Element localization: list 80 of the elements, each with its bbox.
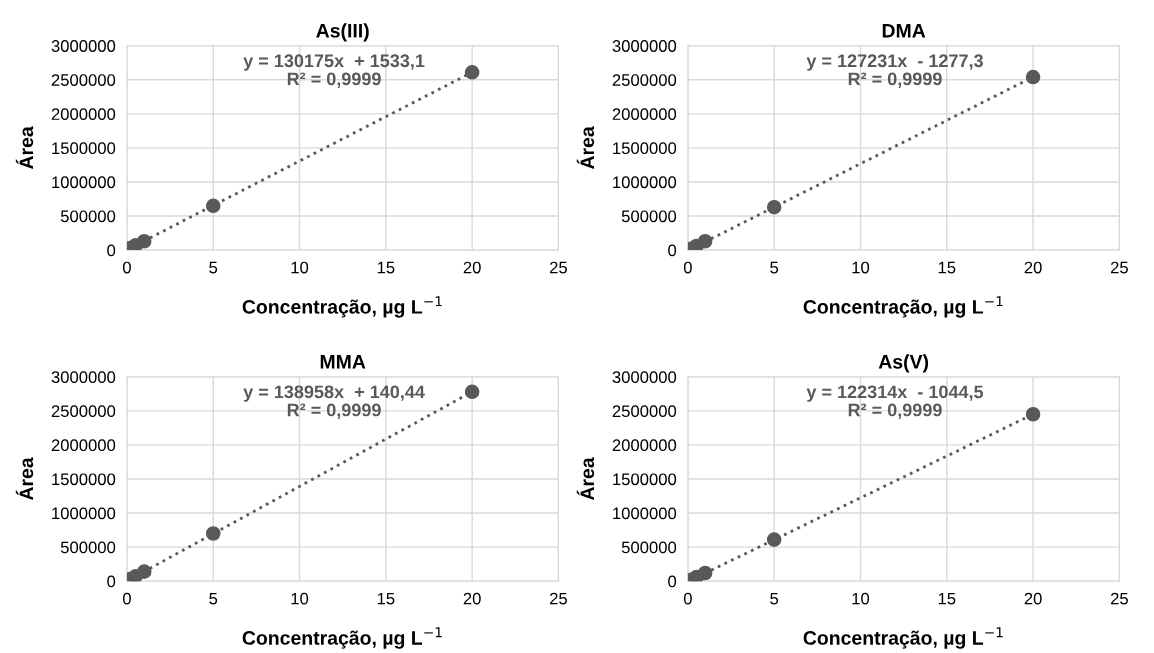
y-tick-label: 2000000 [612,108,677,121]
y-tick-label: 500000 [621,210,677,223]
annotation: y = 127231x - 1277,3 R² = 0,9999 [806,54,983,88]
point [464,64,480,80]
y-tick-label: 2500000 [51,405,116,418]
y-tick-label: 1000000 [52,176,116,189]
x-tick-label: 15 [377,261,395,274]
x-tick-label: 0 [683,261,692,274]
chart-title: As(III) [316,23,369,42]
x-tick-label: 15 [377,592,395,605]
chart-title: DMA [882,24,926,38]
x-tick-label: 20 [463,592,481,605]
x-tick-label: 20 [463,261,481,274]
x-tick-label: 25 [550,592,568,605]
x-tick-label: 5 [209,592,218,605]
x-tick-label: 10 [291,592,309,605]
y-tick-label: 500000 [621,541,677,554]
y-tick-label: 3000000 [51,371,116,383]
y-tick-label: 500000 [60,210,116,223]
x-axis-title: Concentração, µg L$^{−1}$ [242,296,442,318]
y-axis-title: Área [15,457,34,501]
y-axis-title: Área [576,126,595,170]
chart-title: As(V) [878,354,929,373]
y-tick-label: 0 [668,575,677,588]
x-tick-label: 15 [938,592,956,605]
x-tick-label: 0 [683,592,692,605]
point [697,233,713,249]
y-tick-label: 1500000 [613,473,677,486]
x-tick-label: 15 [938,261,956,274]
y-tick-label: 3000000 [612,371,677,383]
y-tick-label: 1000000 [613,507,677,520]
annotation: y = 122314x - 1044,5 R² = 0,9999 [806,385,984,419]
y-tick-label: 3000000 [51,40,116,52]
y-tick-label: 2000000 [612,439,677,452]
y-tick-label: 2500000 [51,74,116,86]
y-tick-label: 0 [668,244,677,257]
x-tick-label: 20 [1024,592,1042,605]
point [1025,406,1041,422]
point [697,565,713,581]
y-axis-title: Área [15,126,34,170]
point [1025,69,1041,85]
x-tick-label: 10 [852,592,870,605]
y-axis-title: Área [576,457,595,501]
y-tick-label: 0 [107,575,116,588]
point [205,526,221,541]
x-tick-label: 10 [852,261,870,274]
y-tick-label: 2500000 [612,74,677,86]
y-tick-label: 2000000 [51,108,116,121]
x-tick-label: 25 [1110,261,1128,274]
x-axis-title: Concentração, µg L$^{−1}$ [803,627,1003,649]
x-tick-label: 5 [770,592,779,605]
x-tick-label: 0 [122,592,131,605]
chart-title: MMA [320,355,366,369]
y-tick-label: 1000000 [52,507,116,520]
y-tick-label: 2000000 [51,439,116,452]
x-tick-label: 20 [1024,261,1042,274]
y-tick-label: 1500000 [52,142,116,155]
y-tick-label: 1500000 [613,142,677,155]
annotation: y = 130175x + 1533,1 R² = 0,9999 [243,54,425,88]
y-tick-label: 1000000 [613,176,677,189]
y-tick-label: 2500000 [612,405,677,418]
point [136,233,152,249]
x-tick-label: 5 [770,261,779,274]
y-tick-label: 0 [107,244,116,257]
point [464,384,480,400]
x-axis-title: Concentração, µg L$^{−1}$ [803,296,1003,318]
x-axis-title: Concentração, µg L$^{−1}$ [242,627,442,649]
annotation: y = 138958x + 140,44 R² = 0,9999 [243,385,425,419]
x-tick-label: 5 [209,261,218,274]
point [766,532,782,547]
point [205,198,221,214]
y-tick-label: 500000 [60,541,116,554]
point [136,564,152,579]
x-tick-label: 25 [1110,592,1128,605]
x-tick-label: 0 [122,261,131,274]
x-tick-label: 10 [291,261,309,274]
y-tick-label: 1500000 [52,473,116,486]
y-tick-label: 3000000 [612,40,677,52]
point [766,199,782,215]
x-tick-label: 25 [550,261,568,274]
